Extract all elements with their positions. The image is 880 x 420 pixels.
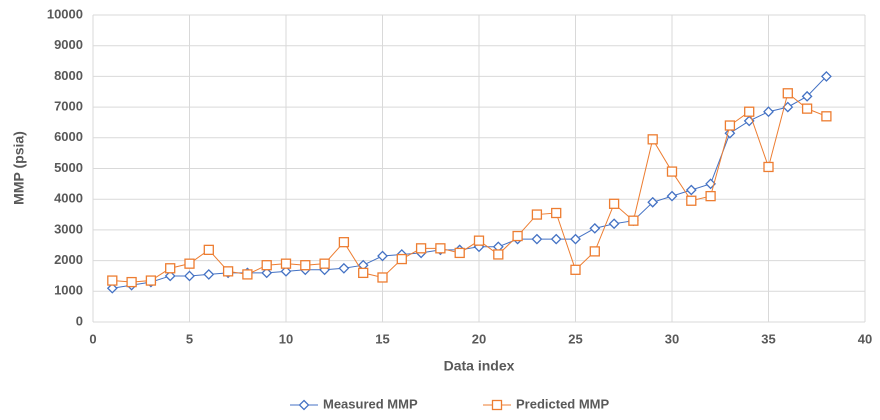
marker [686,195,697,206]
marker [531,209,543,220]
marker [551,207,562,219]
marker [666,166,678,177]
marker [338,262,350,274]
marker [801,90,813,102]
legend-marker [491,399,503,411]
marker [705,190,716,202]
marker [319,258,330,269]
marker [242,269,253,280]
marker [107,275,118,286]
marker [358,267,369,279]
marker [744,106,755,117]
marker [763,161,774,173]
y-axis-title: MMP (psia) [11,131,27,205]
legend-label: Predicted MMP [516,396,610,411]
marker [589,246,600,257]
x-tick-label: 35 [761,331,775,346]
marker [685,184,697,196]
y-tick-label: 5000 [54,160,83,175]
marker [821,111,832,122]
marker [435,243,446,254]
marker [222,266,234,277]
marker [300,260,311,271]
marker [570,264,581,275]
marker [280,258,292,269]
marker [493,249,504,260]
marker [782,88,793,99]
marker [628,215,639,226]
x-axis-title: Data index [444,358,515,374]
marker [473,235,485,246]
y-tick-label: 1000 [54,283,83,298]
y-tick-label: 7000 [54,99,83,114]
marker [377,250,388,262]
x-tick-label: 40 [858,331,872,346]
x-tick-label: 30 [665,331,679,346]
marker [164,270,176,282]
marker [512,230,523,242]
marker [647,196,659,208]
y-tick-label: 4000 [54,191,83,206]
marker [531,233,543,245]
y-tick-label: 10000 [47,6,83,21]
marker [608,218,620,230]
x-tick-label: 0 [89,331,96,346]
y-tick-label: 9000 [54,37,83,52]
y-tick-label: 3000 [54,221,83,236]
marker [647,134,658,145]
marker [570,233,581,245]
y-tick-label: 6000 [54,129,83,144]
marker [550,233,562,245]
x-tick-label: 20 [472,331,486,346]
marker [666,190,678,202]
y-tick-label: 0 [76,313,83,328]
series-line [112,92,827,283]
marker [396,253,407,265]
marker [801,103,813,114]
y-tick-label: 8000 [54,68,83,83]
marker [377,272,388,283]
marker [608,198,620,209]
x-tick-label: 5 [186,331,193,346]
x-tick-label: 15 [375,331,389,346]
marker [589,222,601,234]
marker [724,120,736,131]
marker [338,237,350,248]
legend-label: Measured MMP [323,396,418,411]
marker [184,270,195,282]
marker [763,106,774,118]
legend-marker [298,399,310,411]
y-tick-label: 2000 [54,252,83,267]
marker [165,263,176,274]
marker [261,260,272,271]
x-tick-label: 10 [279,331,293,346]
x-tick-label: 25 [568,331,582,346]
marker [261,267,273,279]
marker [820,70,832,82]
marker [415,243,427,254]
marker [203,244,214,256]
marker [145,275,157,286]
marker [454,247,465,259]
marker [126,276,137,288]
marker [106,282,118,294]
marker [184,258,195,269]
marker [203,268,215,280]
marker [280,265,292,277]
series-line [112,76,827,289]
